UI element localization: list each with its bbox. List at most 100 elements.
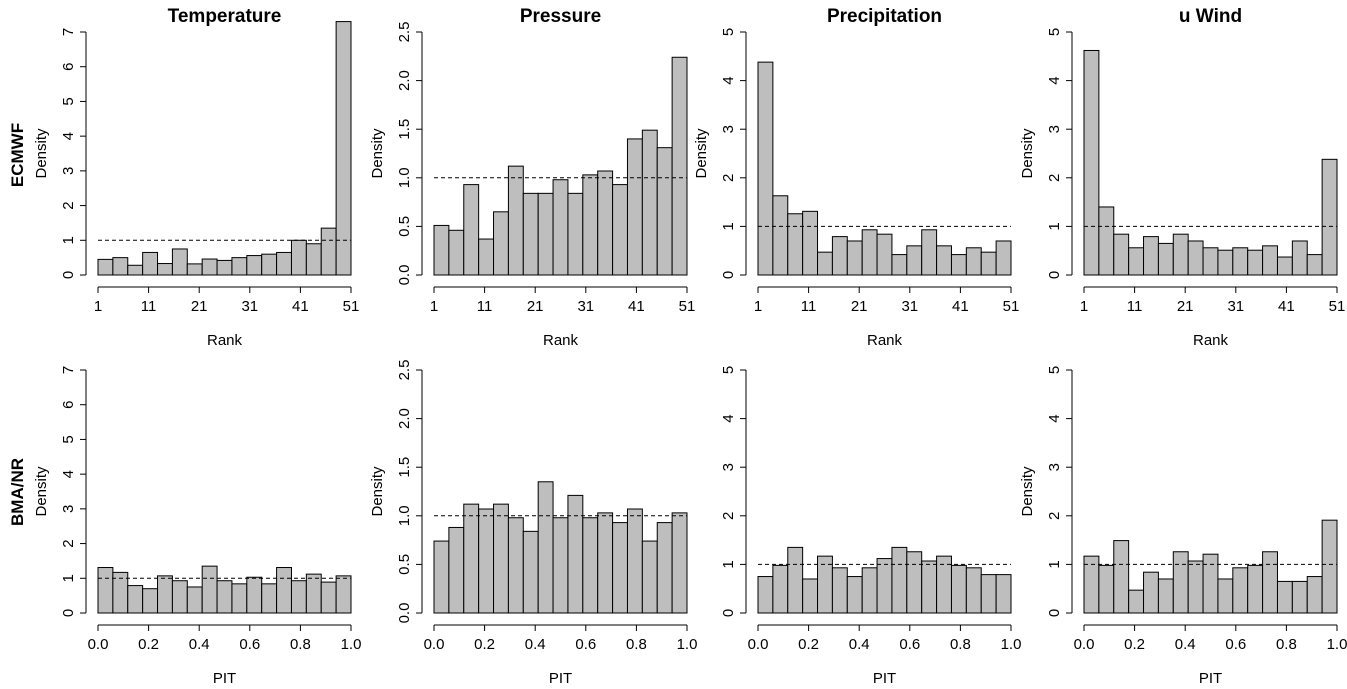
y-tick-label: 3 (720, 463, 737, 471)
x-tick-label: 31 (577, 298, 594, 315)
y-axis: 0 1 2 3 4 5 Density (1019, 28, 1073, 279)
y-tick-label: 2.0 (396, 408, 413, 429)
x-tick-label: 21 (191, 298, 208, 315)
bar (231, 257, 248, 276)
bar (276, 567, 292, 614)
bar (817, 251, 833, 276)
x-tick-label: 21 (527, 298, 544, 315)
bar (787, 546, 804, 614)
y-axis: 0 1 2 3 4 5 6 7 Density (33, 28, 87, 279)
x-tick-label: 1.0 (677, 636, 698, 653)
bar (231, 583, 248, 614)
bar (846, 576, 863, 614)
x-tick-label: 0.6 (575, 636, 596, 653)
bar (112, 257, 129, 276)
bar (1291, 240, 1308, 276)
y-tick-label: 1.5 (396, 119, 413, 140)
bar (612, 184, 628, 276)
bar (537, 192, 554, 276)
y-tick-label: 3 (1046, 125, 1063, 133)
bar (582, 174, 599, 276)
x-tick-label: 0.8 (626, 636, 647, 653)
panel-title: u Wind (1179, 6, 1242, 27)
bar (142, 588, 159, 614)
x-tick-label: 1 (1080, 298, 1088, 315)
x-axis: 0.0 0.2 0.4 0.6 0.8 1.0 PIT (88, 624, 361, 687)
bar (97, 567, 114, 614)
bar (261, 583, 278, 614)
bar (671, 56, 688, 276)
y-tick-label: 5 (60, 97, 77, 105)
panel-title: Precipitation (827, 6, 942, 27)
bar (305, 573, 322, 614)
y-tick-label: 5 (720, 366, 737, 374)
y-tick-label: 0 (60, 271, 77, 279)
x-tick-label: 0.0 (748, 636, 769, 653)
y-tick-label: 0.0 (396, 265, 413, 286)
x-tick-label: 0.0 (424, 636, 445, 653)
bar (463, 503, 480, 614)
y-tick-label: 2 (720, 174, 737, 182)
bar (142, 251, 159, 276)
y-tick-label: 5 (720, 28, 737, 36)
bar (216, 580, 233, 614)
x-tick-label: 11 (1127, 298, 1143, 315)
bar (582, 517, 599, 614)
y-tick-label: 2 (60, 201, 77, 209)
y-tick-label: 3 (60, 505, 77, 513)
x-tick-label: 1 (430, 298, 438, 315)
bar (995, 240, 1012, 276)
bar (772, 564, 789, 614)
y-tick-label: 2 (720, 512, 737, 520)
y-axis: 0.0 0.5 1.0 1.5 2.0 2.5 Density (369, 360, 423, 623)
row-label-bma-nr: BMA/NR (8, 458, 27, 526)
y-tick-label: 2 (60, 539, 77, 547)
x-tick-label: 31 (241, 298, 258, 315)
x-tick-label: 0.2 (474, 636, 495, 653)
bar (507, 517, 524, 614)
bar (522, 530, 539, 614)
panel-bma-nr-pressure: 0.0 0.5 1.0 1.5 2.0 2.5 Density 0.0 0.2 0.4 0.6 0.8… (369, 360, 698, 687)
x-tick-label: 0.4 (849, 636, 870, 653)
bar (276, 251, 292, 276)
x-axis-label: PIT (873, 670, 896, 684)
x-tick-label: 41 (952, 298, 969, 315)
y-tick-label: 1 (720, 222, 737, 230)
x-tick-label: 31 (901, 298, 918, 315)
x-axis-label: PIT (1199, 670, 1222, 684)
bar (980, 251, 997, 276)
bar (552, 517, 569, 614)
y-tick-label: 2.5 (396, 360, 413, 381)
bar (478, 508, 495, 614)
bar (597, 170, 614, 276)
bar (216, 259, 233, 276)
bar (246, 255, 263, 276)
bar (493, 211, 509, 276)
bar (876, 233, 893, 276)
bar (1217, 249, 1234, 276)
bar (1247, 564, 1264, 614)
bar (980, 574, 997, 614)
bar (921, 560, 938, 614)
x-tick-label: 11 (141, 298, 157, 315)
y-tick-label: 5 (1046, 28, 1063, 36)
bar (478, 238, 495, 276)
y-tick-label: 1 (60, 236, 77, 244)
bar (950, 254, 967, 276)
y-tick-label: 4 (1046, 414, 1063, 422)
bar (1157, 578, 1174, 614)
bar (290, 239, 307, 276)
y-tick-label: 3 (720, 125, 737, 133)
bar (1113, 540, 1130, 614)
y-tick-label: 5 (1046, 366, 1063, 374)
bar (965, 567, 982, 614)
bar (1098, 564, 1115, 614)
bar (757, 61, 774, 276)
